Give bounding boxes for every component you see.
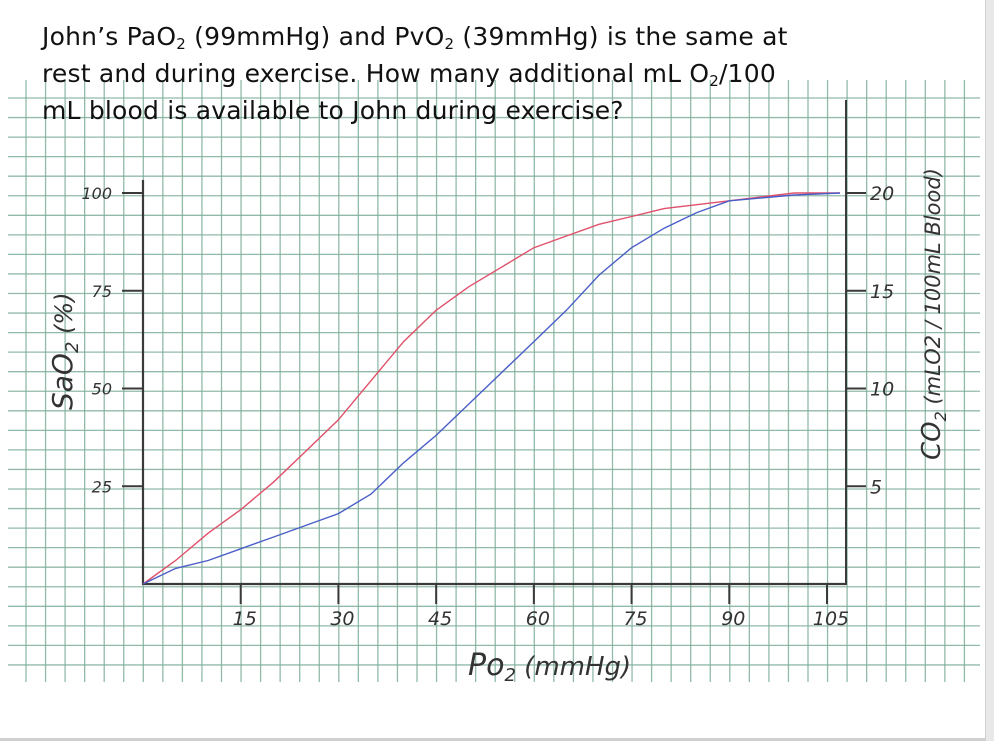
y-axis-left-title: SaO2 (%) [46, 292, 83, 410]
window-bottom-edge [0, 738, 985, 741]
y-right-tick-label: 5 [870, 476, 882, 498]
x-tick-label: 30 [330, 608, 354, 630]
y-left-tick-label: 50 [92, 380, 112, 399]
x-tick-label: 15 [233, 608, 257, 630]
y-left-tick-label: 100 [81, 184, 112, 203]
x-axis-title: Po2 (mmHg) [468, 648, 631, 686]
red-dissociation-curve [142, 192, 840, 585]
axis-ticks [122, 192, 866, 604]
question-text: John’s PaO2 (99mmHg) and PvO2 (39mmHg) i… [42, 18, 942, 129]
y-right-tick-label: 10 [870, 379, 894, 401]
graph-paper-grid [8, 80, 980, 682]
chart-axes [141, 100, 847, 586]
x-tick-label: 60 [526, 608, 550, 630]
x-tick-label: 75 [623, 608, 647, 630]
x-tick-label: 45 [428, 608, 452, 630]
y-left-tick-label: 25 [92, 477, 112, 496]
y-left-tick-label: 75 [92, 282, 112, 301]
window-scrollbar-edge [985, 0, 994, 741]
x-tick-label: 105 [813, 608, 849, 630]
y-right-tick-label: 20 [870, 183, 894, 205]
question-line-1: John’s PaO2 (99mmHg) and PvO2 (39mmHg) i… [42, 22, 788, 53]
question-line-3: mL blood is available to John during exe… [42, 96, 624, 125]
y-axis-right-title: CO2 (mLO2 / 100mL Blood) [917, 168, 950, 460]
question-line-2: rest and during exercise. How many addit… [42, 59, 776, 90]
x-tick-label: 90 [721, 608, 745, 630]
blue-dissociation-curve [142, 192, 841, 585]
y-right-tick-label: 15 [870, 281, 894, 303]
